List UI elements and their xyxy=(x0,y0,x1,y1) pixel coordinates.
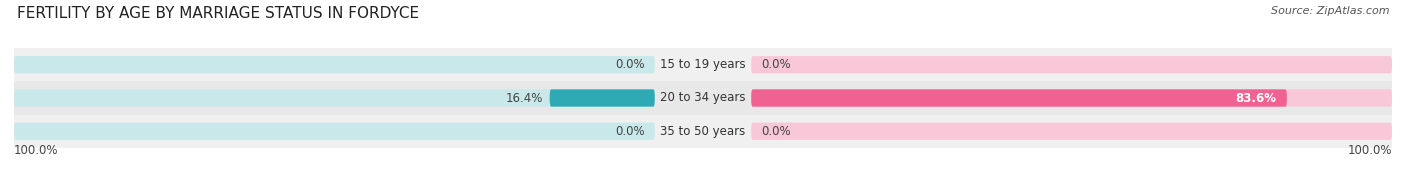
Text: 100.0%: 100.0% xyxy=(1347,144,1392,157)
Text: 100.0%: 100.0% xyxy=(14,144,59,157)
FancyBboxPatch shape xyxy=(751,56,1392,73)
Text: 20 to 34 years: 20 to 34 years xyxy=(661,92,745,104)
FancyBboxPatch shape xyxy=(14,123,655,140)
Bar xyxy=(14,115,1392,148)
Text: FERTILITY BY AGE BY MARRIAGE STATUS IN FORDYCE: FERTILITY BY AGE BY MARRIAGE STATUS IN F… xyxy=(17,6,419,21)
Text: 0.0%: 0.0% xyxy=(614,58,644,71)
Text: 0.0%: 0.0% xyxy=(614,125,644,138)
FancyBboxPatch shape xyxy=(14,56,655,73)
Text: 83.6%: 83.6% xyxy=(1236,92,1277,104)
FancyBboxPatch shape xyxy=(751,89,1392,107)
Text: 16.4%: 16.4% xyxy=(505,92,543,104)
Text: 35 to 50 years: 35 to 50 years xyxy=(661,125,745,138)
Text: Source: ZipAtlas.com: Source: ZipAtlas.com xyxy=(1271,6,1389,16)
FancyBboxPatch shape xyxy=(550,89,655,107)
FancyBboxPatch shape xyxy=(14,89,655,107)
Text: 0.0%: 0.0% xyxy=(762,58,792,71)
FancyBboxPatch shape xyxy=(751,89,1286,107)
Text: 0.0%: 0.0% xyxy=(762,125,792,138)
FancyBboxPatch shape xyxy=(751,123,1392,140)
Text: 15 to 19 years: 15 to 19 years xyxy=(661,58,745,71)
Bar xyxy=(14,48,1392,81)
Bar xyxy=(14,81,1392,115)
